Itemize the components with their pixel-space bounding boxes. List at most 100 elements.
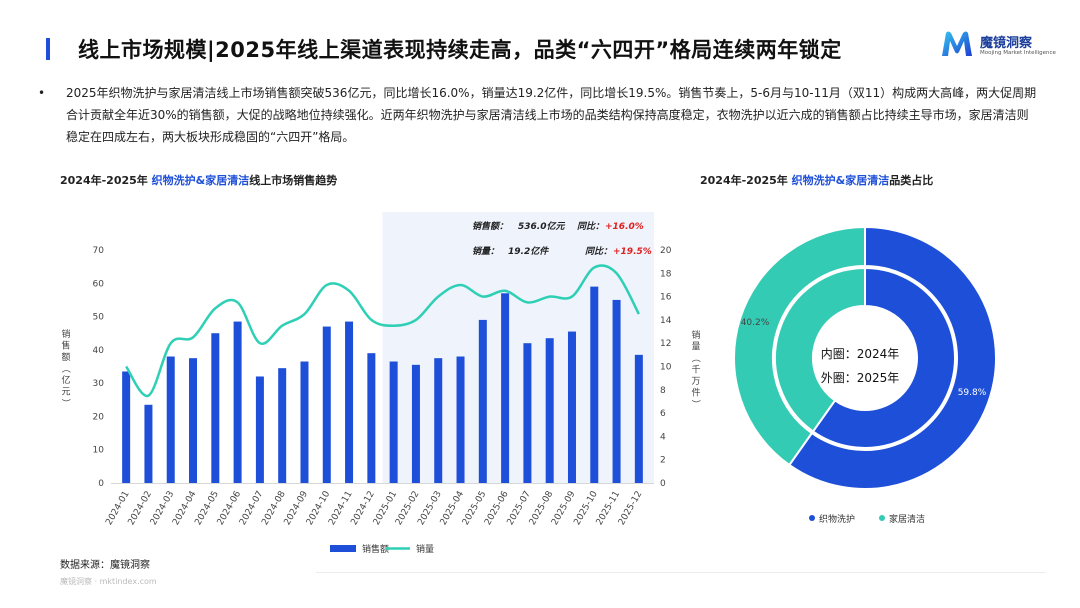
- volume-line: [125, 264, 640, 397]
- svg-text:额: 额: [61, 351, 70, 363]
- brand-name: 魔镜洞察: [980, 36, 1033, 51]
- left-axis-tick-label: 20: [93, 412, 105, 422]
- inner-ring-slice-0: [811, 266, 956, 449]
- share-chart-title-highlight: 织物洗护&家居清洁: [791, 174, 890, 187]
- sales-bar: [233, 321, 242, 483]
- left-axis-title: 销售额（亿元）: [60, 328, 71, 408]
- title-accent-bar: [46, 38, 50, 60]
- data-source: 数据来源：魔镜洞察: [60, 560, 150, 571]
- legend-sales-swatch: [330, 545, 356, 552]
- svg-text:（: （: [690, 353, 701, 362]
- left-axis-tick-label: 10: [93, 446, 105, 456]
- annotation-sales-yoy: +16.0%: [605, 222, 644, 232]
- svg-text:量: 量: [691, 342, 700, 353]
- svg-text:售: 售: [61, 340, 70, 352]
- svg-text:（: （: [60, 364, 71, 373]
- sales-bar: [166, 356, 175, 483]
- right-axis-tick-label: 0: [660, 479, 666, 489]
- svg-text:件: 件: [691, 387, 700, 399]
- left-axis-tick-label: 30: [93, 379, 105, 389]
- sales-bar: [567, 331, 576, 483]
- left-axis-tick-label: 70: [93, 246, 105, 256]
- right-axis-tick-label: 18: [660, 269, 672, 279]
- brand: 魔镜洞察 Moojing Market Intelligence: [940, 28, 1060, 64]
- sales-bar: [634, 354, 643, 483]
- outer-ring-slice-0: [787, 225, 997, 490]
- legend-home-label: 家居清洁: [889, 513, 925, 525]
- sales-bar: [211, 333, 220, 483]
- brand-tagline: Moojing Market Intelligence: [980, 50, 1056, 56]
- trend-chart-title-suffix: 线上市场销售趋势: [249, 174, 338, 187]
- svg-text:元: 元: [61, 388, 70, 398]
- trend-chart-title-prefix: 2024年-2025年: [60, 174, 152, 187]
- sales-bar: [255, 376, 264, 483]
- svg-text:亿: 亿: [61, 374, 70, 386]
- sales-bar: [389, 361, 398, 483]
- legend-fabric-label: 织物洗护: [819, 513, 855, 525]
- summary-paragraph: • 2025年织物洗护与家居清洁线上市场销售额突破536亿元，同比增长16.0%…: [38, 82, 1038, 148]
- share-chart-title-suffix: 品类占比: [889, 174, 934, 187]
- annotation-sales-label: 销售额：: [472, 221, 508, 232]
- sales-bar: [545, 338, 554, 483]
- right-axis-title: 销量（ 千万件）: [690, 329, 701, 409]
- footer-divider: [316, 572, 1046, 573]
- share-chart-title: 2024年-2025年 织物洗护&家居清洁品类占比: [700, 172, 933, 188]
- svg-text:万: 万: [691, 377, 700, 387]
- sales-bar: [278, 368, 287, 483]
- sales-bar: [189, 358, 198, 483]
- annotation-volume-label: 销量：: [472, 246, 499, 257]
- left-axis-tick-label: 60: [93, 279, 105, 289]
- summary-text: 2025年织物洗护与家居清洁线上市场销售额突破536亿元，同比增长16.0%，销…: [66, 86, 1037, 144]
- right-axis-tick-label: 20: [660, 246, 672, 256]
- sales-bar: [434, 358, 443, 483]
- sales-bar: [612, 299, 621, 483]
- brand-logo-icon: [942, 31, 972, 56]
- trend-chart-title: 2024年-2025年 织物洗护&家居清洁线上市场销售趋势: [60, 172, 337, 188]
- sales-bar: [144, 404, 153, 483]
- legend-fabric-swatch: [809, 515, 815, 521]
- annotation-sales-value: 536.0亿元: [518, 221, 565, 232]
- sales-bar: [411, 364, 420, 483]
- right-axis-tick-label: 10: [660, 363, 672, 373]
- right-axis-tick-label: 2: [660, 456, 666, 466]
- sales-bar: [501, 293, 510, 483]
- right-axis-tick-label: 8: [660, 386, 666, 396]
- outer-ring-slice-1: [733, 225, 866, 467]
- trend-chart-title-highlight: 织物洗护&家居清洁: [151, 174, 250, 187]
- sales-bar: [456, 356, 465, 483]
- sales-bar: [300, 361, 309, 483]
- svg-text:销: 销: [61, 328, 70, 340]
- annotation-volume-value: 19.2亿件: [508, 246, 549, 257]
- svg-text:）: ）: [60, 398, 71, 407]
- donut-center-inner: 内圈：2024年: [821, 347, 900, 361]
- svg-text:）: ）: [690, 399, 701, 408]
- svg-text:千: 千: [691, 365, 700, 376]
- legend-sales-label: 销售额: [362, 543, 389, 555]
- highlight-2025-band: [382, 212, 654, 483]
- sales-bar: [322, 326, 331, 483]
- left-axis-tick-label: 50: [93, 313, 105, 323]
- sales-bar: [478, 319, 487, 483]
- donut-label-home: 40.2%: [741, 318, 770, 328]
- annotation-volume-yoy: +19.5%: [613, 247, 652, 257]
- sales-bar: [122, 371, 131, 483]
- summary-bullet: •: [38, 86, 46, 100]
- right-axis-tick-label: 12: [660, 339, 671, 349]
- right-axis-tick-label: 6: [660, 409, 666, 419]
- donut-center-outer: 外圈：2025年: [821, 371, 900, 385]
- svg-text:销: 销: [691, 329, 700, 341]
- right-axis-tick-label: 16: [660, 293, 672, 303]
- page-title: 线上市场规模|2025年线上渠道表现持续走高，品类“六四开”格局连续两年锁定: [78, 38, 842, 62]
- inner-ring-slice-1: [774, 266, 866, 433]
- annotation-sales-yoy-label: 同比：: [577, 221, 604, 232]
- donut-label-fabric: 59.8%: [958, 388, 987, 398]
- sales-bar: [523, 343, 532, 483]
- watermark: 魔镜洞察 · mktindex.com: [60, 577, 157, 586]
- annotation-volume-yoy-label: 同比：: [585, 246, 612, 257]
- left-axis-tick-label: 40: [93, 346, 105, 356]
- sales-bar: [367, 353, 376, 483]
- share-chart-title-prefix: 2024年-2025年: [700, 174, 792, 187]
- sales-bar: [590, 286, 599, 483]
